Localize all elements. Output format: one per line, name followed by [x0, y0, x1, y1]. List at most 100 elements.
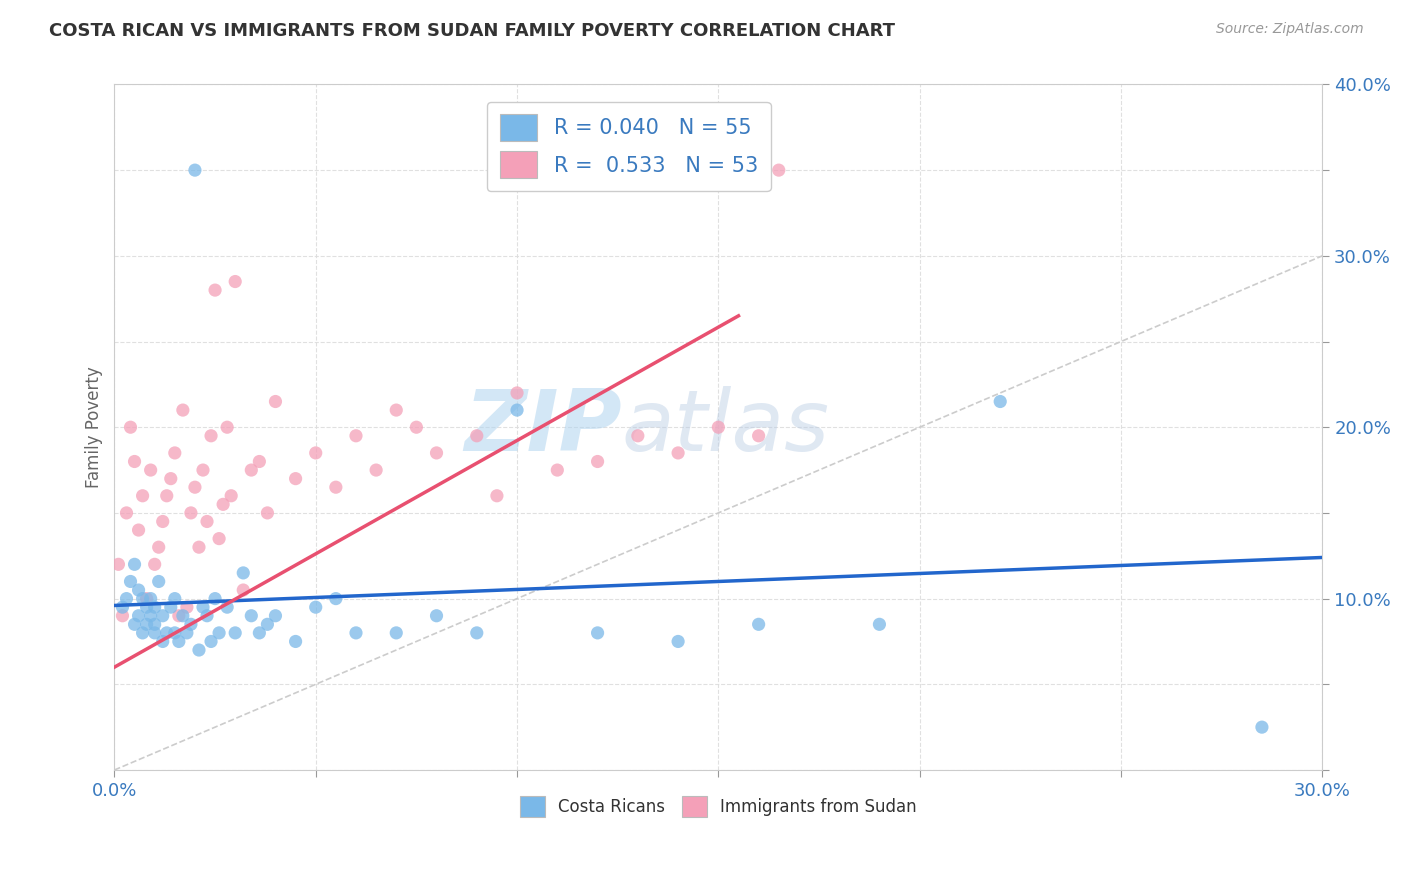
- Point: [143, 626, 166, 640]
- Point: [325, 480, 347, 494]
- Point: [204, 283, 226, 297]
- Text: COSTA RICAN VS IMMIGRANTS FROM SUDAN FAMILY POVERTY CORRELATION CHART: COSTA RICAN VS IMMIGRANTS FROM SUDAN FAM…: [49, 22, 896, 40]
- Point: [167, 634, 190, 648]
- Point: [139, 591, 162, 606]
- Point: [115, 506, 138, 520]
- Point: [224, 275, 246, 289]
- Point: [366, 463, 388, 477]
- Point: [156, 489, 179, 503]
- Point: [135, 617, 157, 632]
- Point: [506, 403, 529, 417]
- Point: [111, 608, 134, 623]
- Point: [305, 600, 328, 615]
- Point: [107, 558, 129, 572]
- Point: [191, 600, 214, 615]
- Point: [159, 600, 181, 615]
- Point: [200, 429, 222, 443]
- Point: [176, 600, 198, 615]
- Point: [208, 626, 231, 640]
- Point: [240, 608, 263, 623]
- Point: [180, 506, 202, 520]
- Point: [191, 463, 214, 477]
- Point: [176, 626, 198, 640]
- Point: [163, 591, 186, 606]
- Point: [627, 429, 650, 443]
- Point: [143, 600, 166, 615]
- Point: [748, 617, 770, 632]
- Point: [131, 626, 153, 640]
- Point: [212, 497, 235, 511]
- Point: [485, 489, 508, 503]
- Point: [506, 386, 529, 401]
- Point: [232, 582, 254, 597]
- Point: [344, 429, 367, 443]
- Point: [256, 506, 278, 520]
- Point: [224, 626, 246, 640]
- Point: [1251, 720, 1274, 734]
- Point: [247, 454, 270, 468]
- Point: [195, 608, 218, 623]
- Point: [188, 540, 211, 554]
- Legend: Costa Ricans, Immigrants from Sudan: Costa Ricans, Immigrants from Sudan: [513, 789, 924, 823]
- Point: [240, 463, 263, 477]
- Point: [200, 634, 222, 648]
- Point: [425, 608, 447, 623]
- Point: [143, 558, 166, 572]
- Point: [344, 626, 367, 640]
- Point: [666, 634, 689, 648]
- Point: [405, 420, 427, 434]
- Text: ZIP: ZIP: [464, 385, 621, 468]
- Point: [204, 591, 226, 606]
- Point: [284, 472, 307, 486]
- Point: [217, 600, 239, 615]
- Point: [868, 617, 890, 632]
- Point: [152, 608, 174, 623]
- Point: [152, 515, 174, 529]
- Point: [128, 582, 150, 597]
- Point: [180, 617, 202, 632]
- Point: [135, 600, 157, 615]
- Point: [131, 489, 153, 503]
- Point: [666, 446, 689, 460]
- Point: [131, 591, 153, 606]
- Point: [167, 608, 190, 623]
- Point: [425, 446, 447, 460]
- Point: [748, 429, 770, 443]
- Point: [988, 394, 1011, 409]
- Text: Source: ZipAtlas.com: Source: ZipAtlas.com: [1216, 22, 1364, 37]
- Point: [172, 608, 194, 623]
- Point: [124, 558, 146, 572]
- Point: [115, 591, 138, 606]
- Point: [128, 608, 150, 623]
- Point: [465, 429, 488, 443]
- Point: [172, 403, 194, 417]
- Point: [586, 626, 609, 640]
- Point: [385, 626, 408, 640]
- Point: [124, 454, 146, 468]
- Point: [159, 472, 181, 486]
- Point: [465, 626, 488, 640]
- Point: [152, 634, 174, 648]
- Point: [546, 463, 568, 477]
- Point: [208, 532, 231, 546]
- Point: [111, 600, 134, 615]
- Point: [120, 574, 142, 589]
- Point: [325, 591, 347, 606]
- Point: [124, 617, 146, 632]
- Point: [768, 163, 790, 178]
- Text: atlas: atlas: [621, 385, 830, 468]
- Point: [148, 574, 170, 589]
- Point: [264, 394, 287, 409]
- Point: [163, 626, 186, 640]
- Point: [139, 463, 162, 477]
- Point: [385, 403, 408, 417]
- Point: [148, 540, 170, 554]
- Point: [247, 626, 270, 640]
- Point: [184, 163, 207, 178]
- Point: [120, 420, 142, 434]
- Point: [264, 608, 287, 623]
- Point: [217, 420, 239, 434]
- Point: [586, 454, 609, 468]
- Point: [256, 617, 278, 632]
- Point: [195, 515, 218, 529]
